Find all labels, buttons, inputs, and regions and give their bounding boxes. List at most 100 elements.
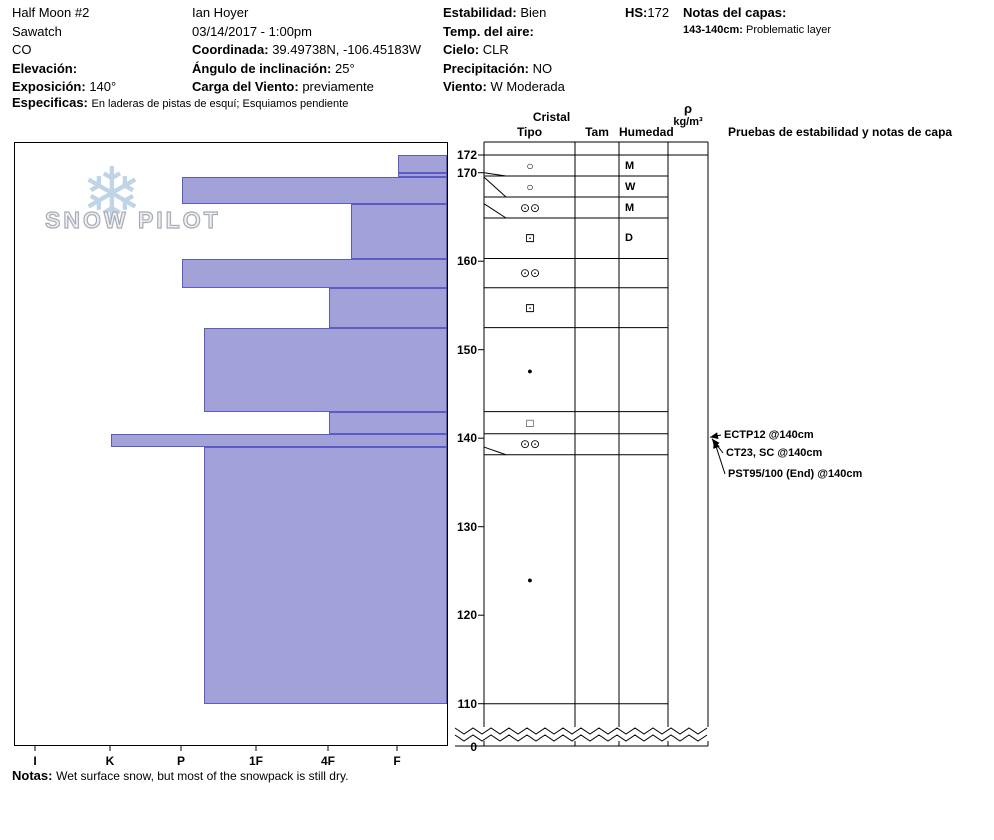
stability-test-note-0: ECTP12 @140cm <box>724 429 814 441</box>
hardness-label-K: K <box>105 754 115 768</box>
layer-bar-169.5-166.5 <box>182 177 447 204</box>
crystal-column-header: Cristal <box>532 110 571 124</box>
depth-tick-150: 150 <box>456 342 477 357</box>
chart-region: ❄ SNOW PILOT 172 170 160 150 140 130 120 110 0 ○… <box>14 141 980 790</box>
aspect-value: 140° <box>89 79 117 94</box>
pit-notes-label: Notas: <box>12 768 53 783</box>
snowpilot-watermark: SNOW PILOT <box>44 206 221 233</box>
wind-loading-value: previamente <box>302 79 374 94</box>
layer-bar-152.5-143 <box>204 327 447 412</box>
layer-note-text: Problematic layer <box>746 23 831 36</box>
precip-line: Precipitación: NO <box>443 60 565 79</box>
grain-type-symbol-3: ⊡ <box>524 231 536 246</box>
depth-tick-170: 170 <box>456 165 477 180</box>
layer-bar-160.3-157 <box>182 258 447 288</box>
layer-bar-166.5-160.3 <box>351 203 447 259</box>
depth-tick-0: 0 <box>470 740 477 754</box>
grain-size-column-header: Tam <box>585 125 609 139</box>
depth-axis: 172 170 160 150 140 130 120 110 0 <box>448 142 478 767</box>
layer-notes-info: Notas del capas: 143-140cm: Problematic … <box>683 4 831 38</box>
density-units-header: kg/m³ <box>673 116 703 128</box>
specifics-line: Especificas: En laderas de pistas de esq… <box>12 95 348 110</box>
hardness-label-4F: 4F <box>320 754 335 768</box>
grain-type-column-header: Tipo <box>516 125 543 139</box>
elevation-label: Elevación: <box>12 60 78 76</box>
layer-bar-143-140.5 <box>329 411 447 434</box>
location-info: Half Moon #2 Sawatch CO Elevación: Expos… <box>12 4 116 97</box>
depth-tick-160: 160 <box>456 254 477 269</box>
aspect-line: Exposición: 140° <box>12 78 116 97</box>
depth-tick-110: 110 <box>457 696 477 711</box>
wind-loading-line: Carga del Viento: previamente <box>192 78 421 97</box>
state-name: CO <box>12 42 32 57</box>
coordinates-label: Coordinada: <box>192 42 269 57</box>
layer-notes-label: Notas del capas: <box>683 5 787 20</box>
wetness-value-2: M <box>625 201 635 214</box>
pit-notes: Notas: Wet surface snow, but most of the… <box>12 768 348 783</box>
grain-type-symbol-0: ○ <box>526 158 534 173</box>
layer-note: 143-140cm: Problematic layer <box>683 23 831 38</box>
coordinates-line: Coordinada: 39.49738N, -106.45183W <box>192 41 421 60</box>
hardness-plot: ❄ SNOW PILOT <box>14 142 448 746</box>
specifics-value: En laderas de pistas de esquí; Esquiamos… <box>91 98 349 110</box>
depth-tick-120: 120 <box>456 608 477 623</box>
density-column-header: ρ <box>683 101 693 116</box>
slope-angle-value: 25° <box>335 60 355 76</box>
grain-type-symbol-6: ● <box>527 365 533 376</box>
layer-notes-header: Notas del capas: <box>683 4 831 23</box>
aspect-label: Exposición: <box>12 79 86 94</box>
elevation-line: Elevación: <box>12 60 116 79</box>
stability-label: Estabilidad: <box>443 5 517 20</box>
grain-type-symbol-7: □ <box>526 415 534 430</box>
slope-angle-label: Ángulo de inclinación: <box>192 60 332 76</box>
pit-name: Half Moon #2 <box>12 5 90 20</box>
observer-name: Ian Hoyer <box>192 5 249 20</box>
layer-note-depth: 143-140cm: <box>683 23 743 36</box>
layer-bar-139-110 <box>204 447 447 704</box>
conditions-info: Estabilidad: Bien Temp. del aire: Cielo:… <box>443 4 565 97</box>
wind-loading-label: Carga del Viento: <box>192 79 299 94</box>
grain-type-symbol-1: ○ <box>526 179 534 194</box>
observer-info: Ian Hoyer 03/14/2017 - 1:00pm Coordinada… <box>192 4 421 97</box>
air-temp-line: Temp. del aire: <box>443 23 565 42</box>
snowflake-icon: ❄ <box>81 153 144 236</box>
stability-value: Bien <box>520 5 547 20</box>
sky-label: Cielo: <box>443 42 480 57</box>
slope-angle-line: Ángulo de inclinación: 25° <box>192 60 421 79</box>
hs-label: HS: <box>625 5 648 20</box>
layer-bar-140.5-139 <box>111 433 447 448</box>
grain-type-symbol-4: ⊙⊙ <box>519 266 541 281</box>
layer-bar-157-152.5 <box>329 287 447 328</box>
stability-test-note-2: PST95/100 (End) @140cm <box>728 468 863 480</box>
wetness-value-1: W <box>625 180 636 193</box>
pit-datetime: 03/14/2017 - 1:00pm <box>192 23 312 39</box>
wetness-column-header: Humedad <box>619 125 674 139</box>
depth-tick-130: 130 <box>456 519 477 534</box>
snow-height-info: HS:172 <box>625 4 669 23</box>
hardness-label-I: I <box>33 754 37 768</box>
wetness-value-0: M <box>625 159 635 172</box>
air-temp-label: Temp. del aire: <box>443 23 534 39</box>
layer-bar-170-169.5 <box>398 172 447 178</box>
hs-line: HS:172 <box>625 4 669 23</box>
grain-type-symbol-5: ⊡ <box>524 300 536 315</box>
layer-bar-172-170 <box>398 155 447 173</box>
range-name: Sawatch <box>12 23 62 39</box>
sky-value: CLR <box>482 42 509 57</box>
wetness-value-3: D <box>625 232 633 245</box>
depth-tick-172: 172 <box>456 148 477 162</box>
depth-tick-140: 140 <box>456 431 477 446</box>
stability-line: Estabilidad: Bien <box>443 4 565 23</box>
wind-label: Viento: <box>443 79 487 94</box>
wind-value: W Moderada <box>490 79 565 94</box>
precip-label: Precipitación: <box>443 60 529 76</box>
hardness-label-F: F <box>393 754 401 768</box>
grain-type-symbol-9: ● <box>527 575 533 586</box>
hardness-axis: I K P 1F 4F F <box>14 754 448 770</box>
hardness-label-P: P <box>176 754 185 768</box>
sky-line: Cielo: CLR <box>443 41 565 60</box>
stability-test-note-1: CT23, SC @140cm <box>726 447 823 459</box>
pit-notes-text: Wet surface snow, but most of the snowpa… <box>56 769 349 783</box>
coordinates-value: 39.49738N, -106.45183W <box>272 42 422 57</box>
